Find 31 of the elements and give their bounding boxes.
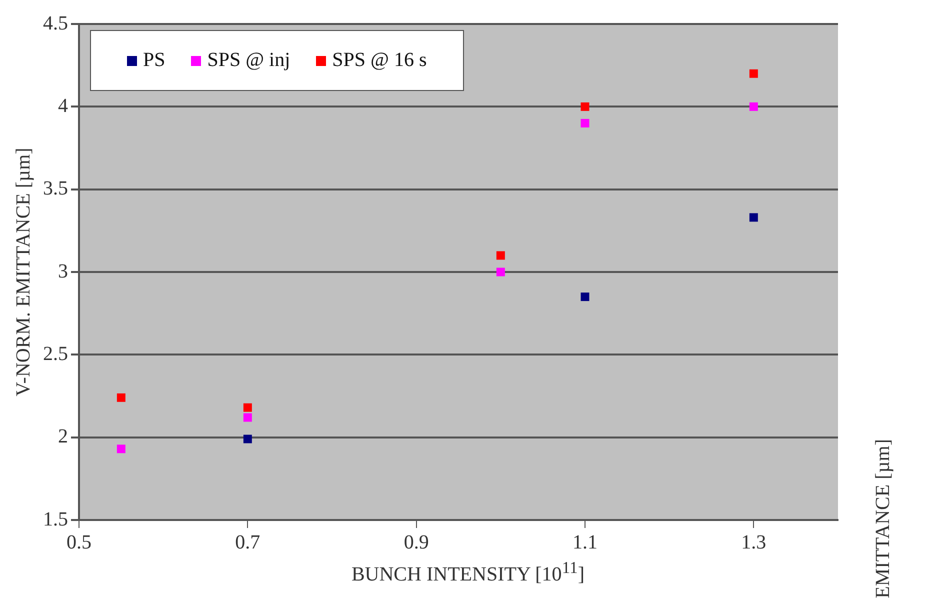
x-tick-label: 1.3 xyxy=(741,531,766,554)
y-tick-label: 3.5 xyxy=(43,178,68,200)
legend-label: SPS @ 16 s xyxy=(332,49,427,72)
y-tick-label: 1.5 xyxy=(43,508,68,530)
point xyxy=(116,393,126,402)
y-tick-label: 3 xyxy=(58,260,68,282)
y-tick-label: 2.5 xyxy=(43,342,68,365)
x-axis-title: BUNCH INTENSITY [10$^{11}$] xyxy=(350,558,586,587)
text: EMITTANCE [µm] xyxy=(872,438,894,598)
point xyxy=(116,444,126,454)
point xyxy=(580,102,590,111)
point xyxy=(243,413,252,422)
y-axis-title: V-NORM. EMITTANCE [µm] xyxy=(12,148,34,396)
legend-label: SPS @ inj xyxy=(207,49,290,72)
y-tick-label: 2 xyxy=(58,426,68,448)
point xyxy=(243,434,252,444)
point xyxy=(243,403,252,412)
legend-label: PS xyxy=(143,49,166,72)
y-tick-label: 4 xyxy=(58,94,68,117)
x-tick-label: 1.1 xyxy=(572,531,598,554)
x-tick-label: 0.9 xyxy=(404,531,429,554)
y-tick-label: 4.5 xyxy=(43,12,68,34)
point xyxy=(496,251,505,260)
point xyxy=(749,69,758,78)
point xyxy=(496,268,505,276)
x-tick-label: 0.5 xyxy=(66,531,92,554)
point xyxy=(749,102,758,111)
point xyxy=(749,213,758,222)
point xyxy=(580,118,590,128)
point xyxy=(580,292,590,302)
x-tick-label: 0.7 xyxy=(235,531,260,554)
